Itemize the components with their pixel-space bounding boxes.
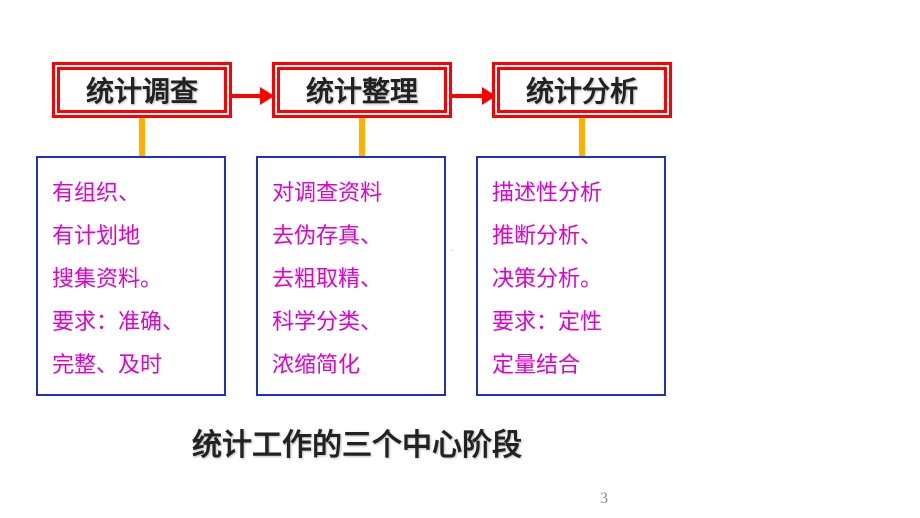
detail-line: 浓缩简化: [272, 344, 434, 387]
top-box-label: 统计整理: [306, 70, 418, 110]
detail-line: 描述性分析: [492, 172, 654, 215]
detail-line: 要求：准确、: [52, 301, 214, 344]
detail-line: 搜集资料。: [52, 258, 214, 301]
detail-line: 要求：定性: [492, 301, 654, 344]
page-number: 3: [600, 490, 608, 508]
detail-line: 去伪存真、: [272, 215, 434, 258]
top-box-label: 统计分析: [526, 70, 638, 110]
detail-line: 推断分析、: [492, 215, 654, 258]
detail-line: 有计划地: [52, 215, 214, 258]
detail-line: 科学分类、: [272, 301, 434, 344]
detail-box-1: 对调查资料去伪存真、去粗取精、科学分类、浓缩简化: [256, 156, 446, 396]
detail-line: 去粗取精、: [272, 258, 434, 301]
detail-line: 完整、及时: [52, 344, 214, 387]
detail-box-2: 描述性分析推断分析、决策分析。要求：定性定量结合: [476, 156, 666, 396]
top-box-1: 统计整理: [272, 62, 452, 118]
connector-2: [579, 118, 585, 156]
detail-box-0: 有组织、有计划地搜集资料。要求：准确、完整、及时: [36, 156, 226, 396]
connector-0: [139, 118, 145, 156]
caption: 统计工作的三个中心阶段: [192, 420, 522, 464]
connector-1: [359, 118, 365, 156]
top-box-2: 统计分析: [492, 62, 672, 118]
detail-line: 定量结合: [492, 344, 654, 387]
detail-line: 决策分析。: [492, 258, 654, 301]
decorative-dot: ·: [450, 250, 452, 254]
detail-line: 对调查资料: [272, 172, 434, 215]
detail-line: 有组织、: [52, 172, 214, 215]
top-box-label: 统计调查: [86, 70, 198, 110]
arrow-1: [452, 84, 496, 108]
top-box-0: 统计调查: [52, 62, 232, 118]
arrow-0: [230, 84, 274, 108]
